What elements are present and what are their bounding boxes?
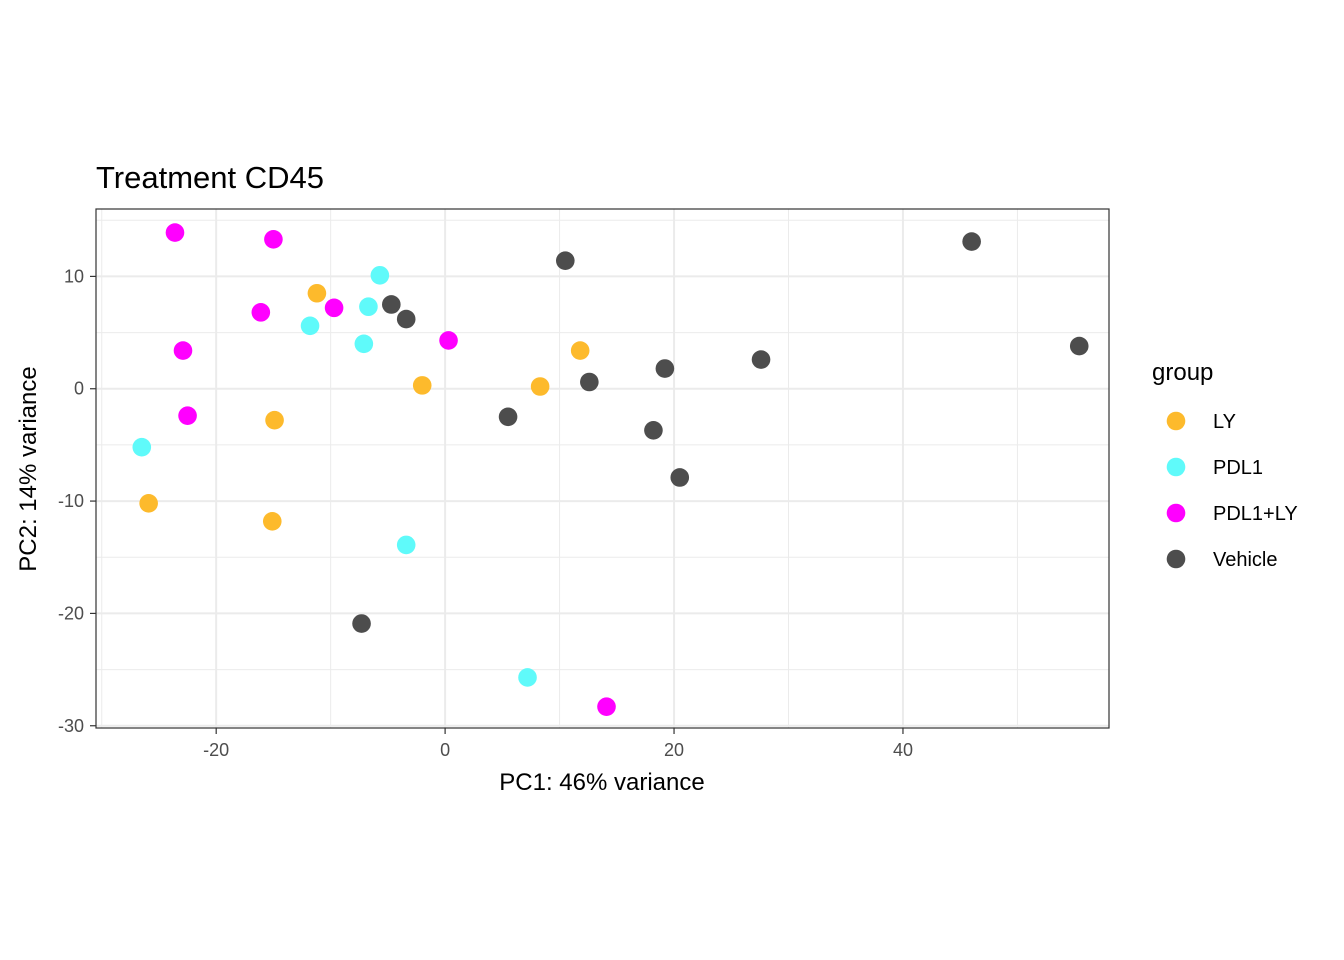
data-point <box>644 421 663 440</box>
data-point <box>518 668 537 687</box>
data-point <box>178 406 197 426</box>
data-point <box>262 511 282 531</box>
data-point <box>498 407 518 427</box>
legend-label: Vehicle <box>1213 549 1278 571</box>
chart-title: Treatment CD45 <box>96 160 324 195</box>
data-point <box>412 376 432 395</box>
y-axis-tick-label: 10 <box>64 266 84 286</box>
data-point <box>370 265 390 285</box>
y-axis-tick-label: 0 <box>74 379 84 399</box>
data-point <box>354 334 374 354</box>
data-point <box>382 295 401 314</box>
x-axis-tick-label: 40 <box>893 740 913 760</box>
legend-title: group <box>1152 359 1213 386</box>
data-point <box>251 303 271 322</box>
legend-label: PDL1 <box>1213 457 1263 479</box>
y-axis-title: PC2: 14% variance <box>15 366 42 571</box>
x-axis-tick-label: 20 <box>664 740 684 760</box>
data-point <box>359 297 378 317</box>
data-point <box>324 298 344 318</box>
data-point <box>300 316 320 336</box>
data-point <box>530 377 550 396</box>
data-point <box>265 410 284 430</box>
plot-grid <box>96 209 1109 728</box>
data-point <box>962 232 981 251</box>
data-point <box>264 230 283 249</box>
x-axis-tick-label: 0 <box>440 740 450 760</box>
x-axis-tick-label: -20 <box>203 740 229 760</box>
data-point <box>139 494 158 513</box>
data-point <box>132 437 152 457</box>
legend-label: PDL1+LY <box>1213 503 1298 525</box>
data-point <box>655 359 675 378</box>
data-point <box>751 350 771 369</box>
data-point <box>173 341 193 360</box>
y-axis-tick-label: -20 <box>58 603 84 623</box>
legend-key <box>1166 411 1186 431</box>
data-point <box>580 372 599 392</box>
data-point <box>396 535 416 555</box>
data-point <box>555 251 575 270</box>
x-axis-title: PC1: 46% variance <box>499 769 704 796</box>
legend-key <box>1166 457 1186 477</box>
data-point <box>307 283 327 303</box>
plot-background <box>96 209 1109 728</box>
legend-key <box>1166 503 1186 523</box>
data-point <box>165 223 185 242</box>
data-points-layer <box>132 223 1089 716</box>
y-axis-tick-label: -10 <box>58 491 84 511</box>
legend: LY PDL1 PDL1+LY Vehicle <box>1166 411 1298 571</box>
plot-panel <box>95 208 1110 729</box>
y-axis-tick-label: -30 <box>58 716 84 736</box>
data-point <box>352 614 371 633</box>
legend-key <box>1166 549 1186 569</box>
data-point <box>670 468 690 487</box>
axis-layer: -20 0 20 40 -30 -20 -10 0 10 <box>58 266 913 760</box>
data-point <box>570 341 590 360</box>
data-point <box>439 331 458 350</box>
data-point <box>1069 336 1089 356</box>
legend-label: LY <box>1213 411 1236 433</box>
data-point <box>597 697 616 716</box>
data-point <box>396 309 416 329</box>
